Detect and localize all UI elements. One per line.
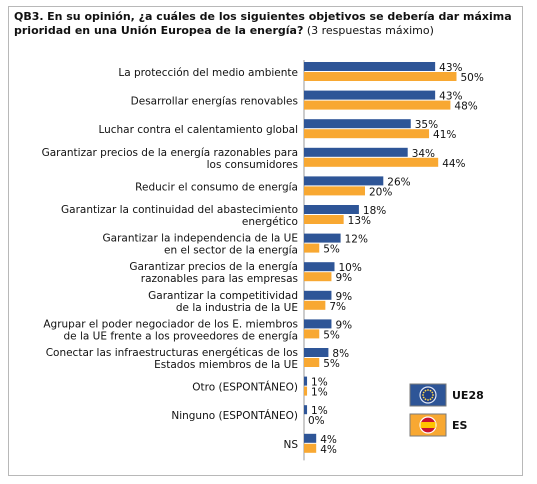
data-label-es: 41% [433, 129, 456, 141]
category-label: Estados miembros de la UE [154, 359, 298, 371]
bar-es [304, 72, 457, 81]
bar-ue28 [304, 319, 332, 329]
bar-es [304, 129, 430, 139]
category-label: Desarrollar energías renovables [131, 96, 298, 108]
category-label: Garantizar la continuidad del abastecimi… [61, 204, 298, 216]
data-label-ue28: 1% [311, 377, 328, 389]
data-label-ue28: 12% [345, 234, 368, 246]
bar-ue28 [304, 348, 329, 357]
bar-ue28 [304, 262, 335, 272]
bar-ue28 [304, 433, 317, 443]
category-label: Garantizar la competitividad [148, 290, 298, 302]
category-label: Conectar las infraestructuras energética… [46, 347, 298, 359]
frame-border [8, 6, 523, 476]
category-label: Garantizar precios de la energía razonab… [42, 147, 298, 159]
data-label-ue28: 1% [311, 405, 328, 417]
bar-es [304, 100, 451, 110]
bar-es [304, 300, 326, 310]
bar-es [304, 329, 320, 339]
data-label-ue28: 10% [339, 262, 362, 274]
category-label: Garantizar la independencia de la UE [103, 233, 299, 245]
question-text: En su opinión, ¿a cuáles de los siguient… [14, 10, 512, 37]
bar-es [304, 272, 332, 282]
bar-es [304, 186, 365, 196]
eu-flag-icon [419, 386, 437, 404]
category-label: La protección del medio ambiente [118, 67, 298, 79]
bar-es [304, 243, 320, 253]
eu-star-icon [429, 398, 432, 401]
bar-es [304, 157, 439, 167]
bar-ue28 [304, 147, 408, 157]
eu-star-icon [427, 399, 429, 401]
legend-label-es: ES [452, 419, 468, 432]
eu-star-icon [422, 396, 425, 399]
category-label: los consumidores [207, 159, 298, 171]
category-label: Agrupar el poder negociador de los E. mi… [43, 318, 298, 330]
category-label: Ninguno (ESPONTÁNEO) [171, 409, 298, 422]
data-label-es: 4% [320, 444, 337, 456]
category-label: Garantizar precios de la energía [129, 261, 298, 273]
data-label-ue28: 43% [439, 62, 462, 74]
legend-label-ue28: UE28 [452, 389, 484, 402]
bar-ue28 [304, 290, 332, 300]
data-label-es: 5% [323, 358, 340, 370]
bar-es [304, 386, 308, 396]
bar-ue28 [304, 376, 308, 386]
bar-ue28 [304, 176, 384, 186]
data-label-es: 48% [454, 101, 477, 113]
data-label-ue28: 18% [363, 205, 386, 217]
eu-star-icon [422, 394, 424, 396]
question-header: QB3. En su opinión, ¿a cuáles de los sig… [14, 10, 514, 38]
data-label-es: 5% [323, 244, 340, 256]
bar-es [304, 443, 317, 453]
eu-star-icon [431, 396, 434, 399]
bar-es [304, 358, 320, 367]
eu-star-icon [424, 389, 427, 392]
bar-ue28 [304, 205, 359, 214]
bar-ue28 [304, 233, 341, 243]
eu-star-icon [422, 391, 425, 394]
data-label-ue28: 34% [412, 148, 435, 160]
data-label-es: 5% [323, 329, 340, 341]
question-code: QB3. [14, 10, 44, 23]
data-label-ue28: 43% [439, 91, 462, 103]
data-label-ue28: 35% [415, 119, 438, 131]
category-label: NS [283, 439, 298, 451]
data-label-es: 0% [308, 415, 325, 427]
question-note: (3 respuestas máximo) [306, 24, 434, 37]
category-label: de la industria de la UE [176, 302, 298, 314]
category-label: Reducir el consumo de energía [135, 181, 298, 193]
data-label-es: 20% [369, 186, 392, 198]
category-label: razonables para las empresas [141, 273, 298, 285]
data-label-ue28: 9% [335, 319, 352, 331]
eu-star-icon [429, 389, 432, 392]
category-label: Luchar contra el calentamiento global [98, 124, 298, 136]
data-label-ue28: 8% [332, 348, 349, 360]
category-label: en el sector de la energía [164, 245, 298, 257]
data-label-es: 7% [329, 301, 346, 313]
category-label: de la UE frente a los proveedores de ene… [64, 330, 298, 342]
bar-ue28 [304, 90, 436, 100]
eu-star-icon [432, 394, 434, 396]
bar-ue28 [304, 119, 411, 129]
es-flag-band-icon [420, 422, 436, 428]
eu-star-icon [431, 391, 434, 394]
eu-star-icon [424, 398, 427, 401]
data-label-es: 44% [442, 158, 465, 170]
category-label: energético [242, 216, 298, 228]
data-label-es: 13% [348, 215, 371, 227]
data-label-ue28: 9% [335, 291, 352, 303]
data-label-es: 9% [335, 272, 352, 284]
eu-star-icon [427, 389, 429, 391]
data-label-es: 1% [311, 387, 328, 399]
bar-ue28 [304, 62, 436, 71]
bar-ue28 [304, 405, 308, 415]
category-label: Otro (ESPONTÁNEO) [192, 381, 298, 394]
data-label-ue28: 26% [387, 176, 410, 188]
data-label-ue28: 4% [320, 434, 337, 446]
bar-es [304, 215, 344, 224]
data-label-es: 50% [461, 72, 484, 84]
